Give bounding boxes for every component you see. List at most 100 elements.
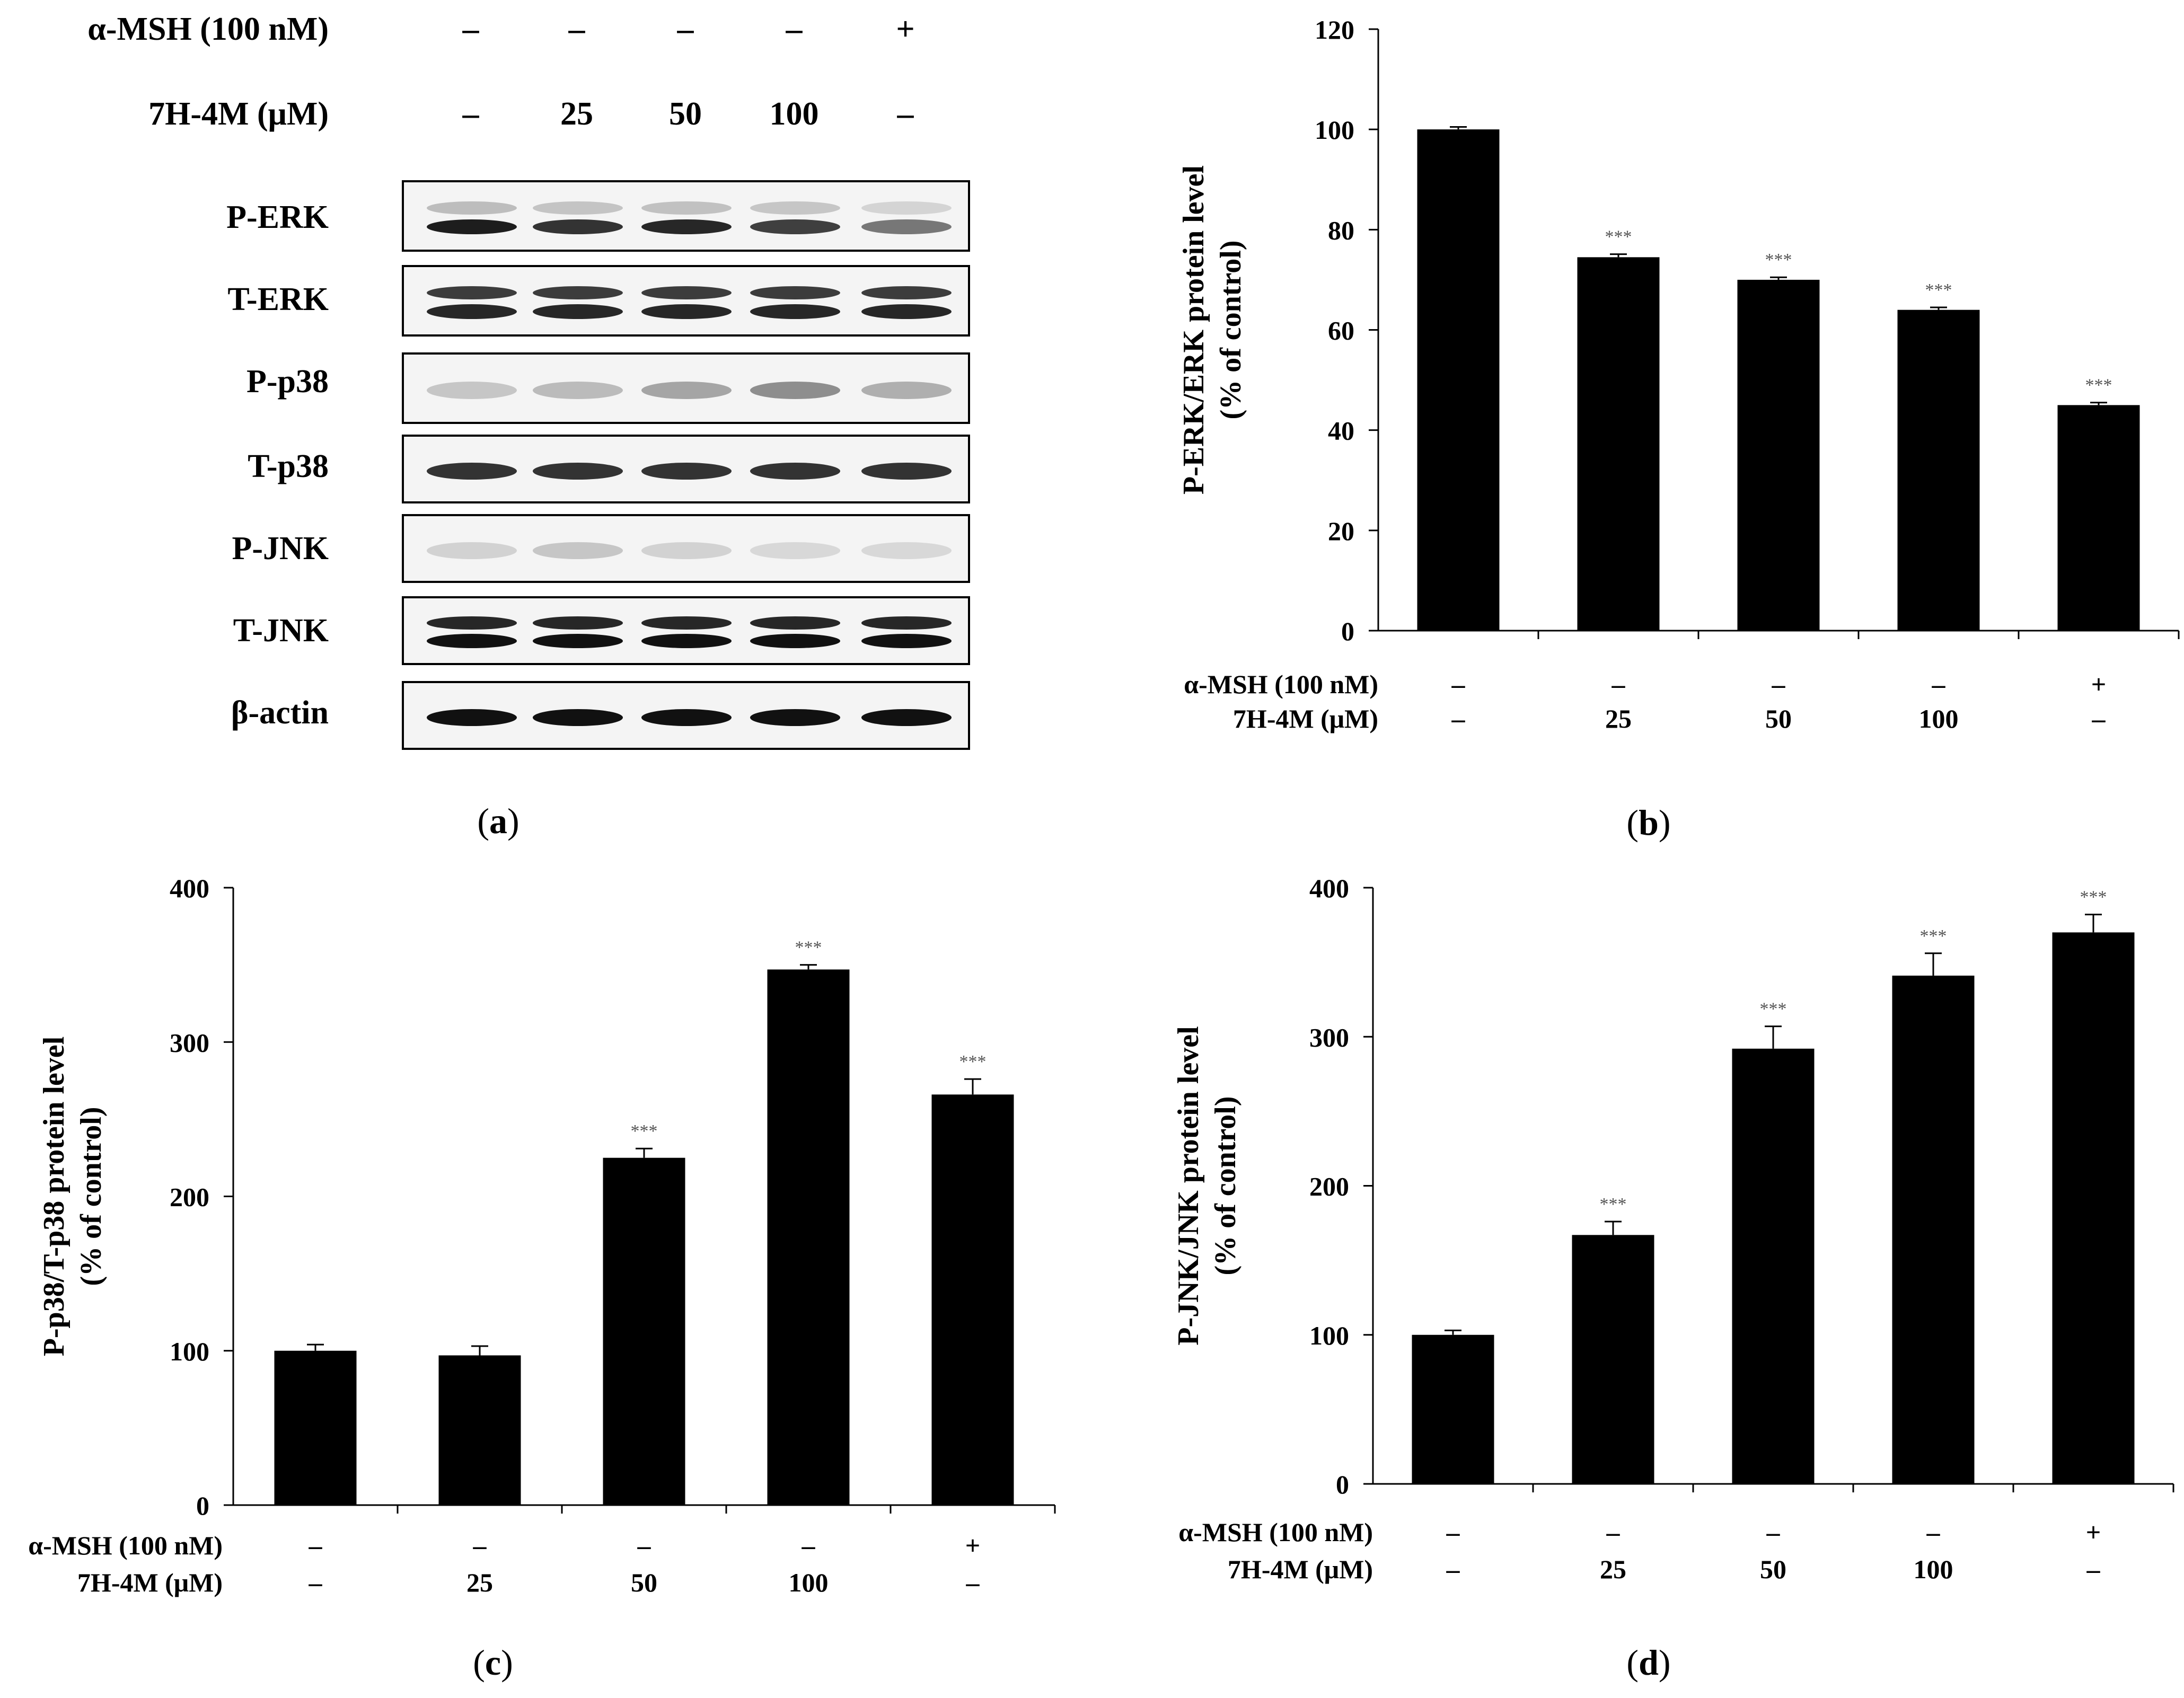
significance-4: ***: [1920, 926, 1947, 946]
bar-2: [438, 1355, 521, 1505]
blot-label-t-jnk: T-JNK: [233, 613, 329, 649]
blot-band-2-lower: [533, 304, 623, 319]
blot-band-5: [861, 542, 952, 559]
row-2-value-4: 100: [1914, 1554, 1953, 1584]
bar-2: [1577, 257, 1660, 631]
blot-image-p-erk: [402, 180, 970, 252]
blot-band-2: [533, 381, 623, 399]
bar-2: [1572, 1235, 1654, 1484]
blot-band-2: [533, 542, 623, 559]
caption-c: (c): [473, 1642, 513, 1683]
blot-band-4-lower: [750, 304, 840, 319]
y-axis-label: P-ERK/ERK protein level (% of control): [1177, 165, 1247, 494]
bar-5: [2052, 932, 2135, 1484]
condition-msh-lane-5: +: [896, 11, 915, 47]
row-2-value-3: 50: [631, 1568, 657, 1597]
row-label-1: α-MSH (100 nM): [28, 1531, 223, 1560]
row-2-value-2: 25: [1605, 704, 1632, 733]
row-1-value-3: –: [637, 1531, 651, 1560]
y-tick-label: 400: [1309, 873, 1349, 903]
y-tick-label: 40: [1328, 416, 1354, 446]
y-axis-label-line-2: (% of control): [1214, 241, 1247, 420]
row-2-value-5: –: [966, 1568, 980, 1597]
blot-band-4-lower: [750, 634, 840, 648]
significance-5: ***: [2085, 376, 2112, 395]
blot-band-3: [641, 542, 732, 559]
row-1-value-5: +: [965, 1531, 981, 1560]
blot-band-3: [641, 381, 732, 399]
significance-5: ***: [959, 1052, 987, 1072]
blot-band-2-lower: [533, 634, 623, 648]
y-tick-label: 0: [196, 1491, 209, 1520]
caption-b: (b): [1626, 802, 1670, 843]
blot-band-4: [750, 542, 840, 559]
blot-band-4: [750, 381, 840, 399]
blot-band-5: [861, 462, 952, 480]
bar-4: [1892, 975, 1975, 1484]
chart-c-p-p38: 0 100 200 300 400 – – – 25 *** – 50 *** – 100 *** + – α-MS…: [28, 873, 1056, 1683]
blot-band-2: [533, 462, 623, 480]
row-label-2: 7H-4M (μM): [1233, 704, 1378, 733]
row-1-value-2: –: [1611, 669, 1626, 699]
significance-5: ***: [2080, 888, 2107, 907]
blot-band-5-upper: [861, 286, 952, 299]
row-label-2: 7H-4M (μM): [77, 1568, 223, 1597]
y-tick-label: 400: [170, 873, 209, 903]
row-2-value-3: 50: [1765, 704, 1792, 733]
y-tick-label: 0: [1336, 1470, 1349, 1499]
row-2-value-5: –: [2086, 1554, 2101, 1584]
significance-2: ***: [1600, 1195, 1627, 1214]
row-2-value-1: –: [1446, 1554, 1460, 1584]
blot-band-4: [750, 709, 840, 726]
blot-image-t-p38: [402, 435, 970, 503]
row-2-value-1: –: [1451, 704, 1466, 733]
y-tick-label: 100: [1315, 115, 1354, 145]
blot-band-5: [861, 381, 952, 399]
blot-band-3: [641, 462, 732, 480]
chart-b-p-erk: 0 20 40 60 80 100 120 – – *** – 25 *** – 50 *** – 100 *** +…: [1177, 15, 2180, 843]
condition-label-7h4m: 7H-4M (μM): [148, 96, 329, 132]
blot-band-4-upper: [750, 616, 840, 630]
blot-band-2: [533, 709, 623, 726]
row-1-value-1: –: [1451, 669, 1466, 699]
blot-band-1-lower: [427, 304, 517, 319]
blot-band-5-lower: [861, 634, 952, 648]
y-tick-label: 300: [1309, 1022, 1349, 1052]
row-2-value-4: 100: [1919, 704, 1959, 733]
blot-band-5-upper: [861, 616, 952, 630]
condition-7h4m-lane-2: 25: [560, 96, 593, 132]
condition-msh-lane-1: –: [462, 11, 479, 47]
blot-band-5: [861, 709, 952, 726]
y-tick-label: 60: [1328, 316, 1354, 346]
blot-label-beta-actin: β-actin: [231, 695, 329, 731]
caption-a: (a): [477, 801, 519, 841]
blot-band-2-lower: [533, 219, 623, 234]
y-tick-label: 100: [170, 1337, 209, 1366]
blot-image-t-erk: [402, 265, 970, 337]
row-2-value-1: –: [309, 1568, 323, 1597]
bar-3: [1737, 279, 1820, 631]
blot-band-3-upper: [641, 286, 732, 299]
bar-4: [1897, 309, 1980, 631]
blot-label-t-erk: T-ERK: [227, 281, 329, 317]
row-label-1: α-MSH (100 nM): [1178, 1517, 1373, 1547]
blot-band-3-lower: [641, 634, 732, 648]
row-1-value-1: –: [1446, 1517, 1460, 1547]
blot-band-1-lower: [427, 634, 517, 648]
y-axis-label-line-1: P-ERK/ERK protein level: [1177, 165, 1210, 494]
row-2-value-3: 50: [1760, 1554, 1786, 1584]
blot-band-3-lower: [641, 219, 732, 234]
bar-3: [1732, 1048, 1815, 1484]
blot-band-5-lower: [861, 304, 952, 319]
significance-3: ***: [1765, 250, 1792, 270]
y-axis-label: P-p38/T-p38 protein level (% of control): [38, 1037, 108, 1357]
row-2-value-2: 25: [1600, 1554, 1626, 1584]
blot-band-1: [427, 542, 517, 559]
blot-band-1-lower: [427, 219, 517, 234]
bar-1: [1412, 1334, 1494, 1484]
y-tick-label: 100: [1309, 1321, 1349, 1350]
blot-band-5-lower: [861, 219, 952, 234]
blot-label-p-p38: P-p38: [246, 364, 329, 400]
y-axis-label-line-1: P-JNK/JNK protein level: [1172, 1026, 1205, 1345]
condition-msh-lane-4: –: [786, 11, 803, 47]
